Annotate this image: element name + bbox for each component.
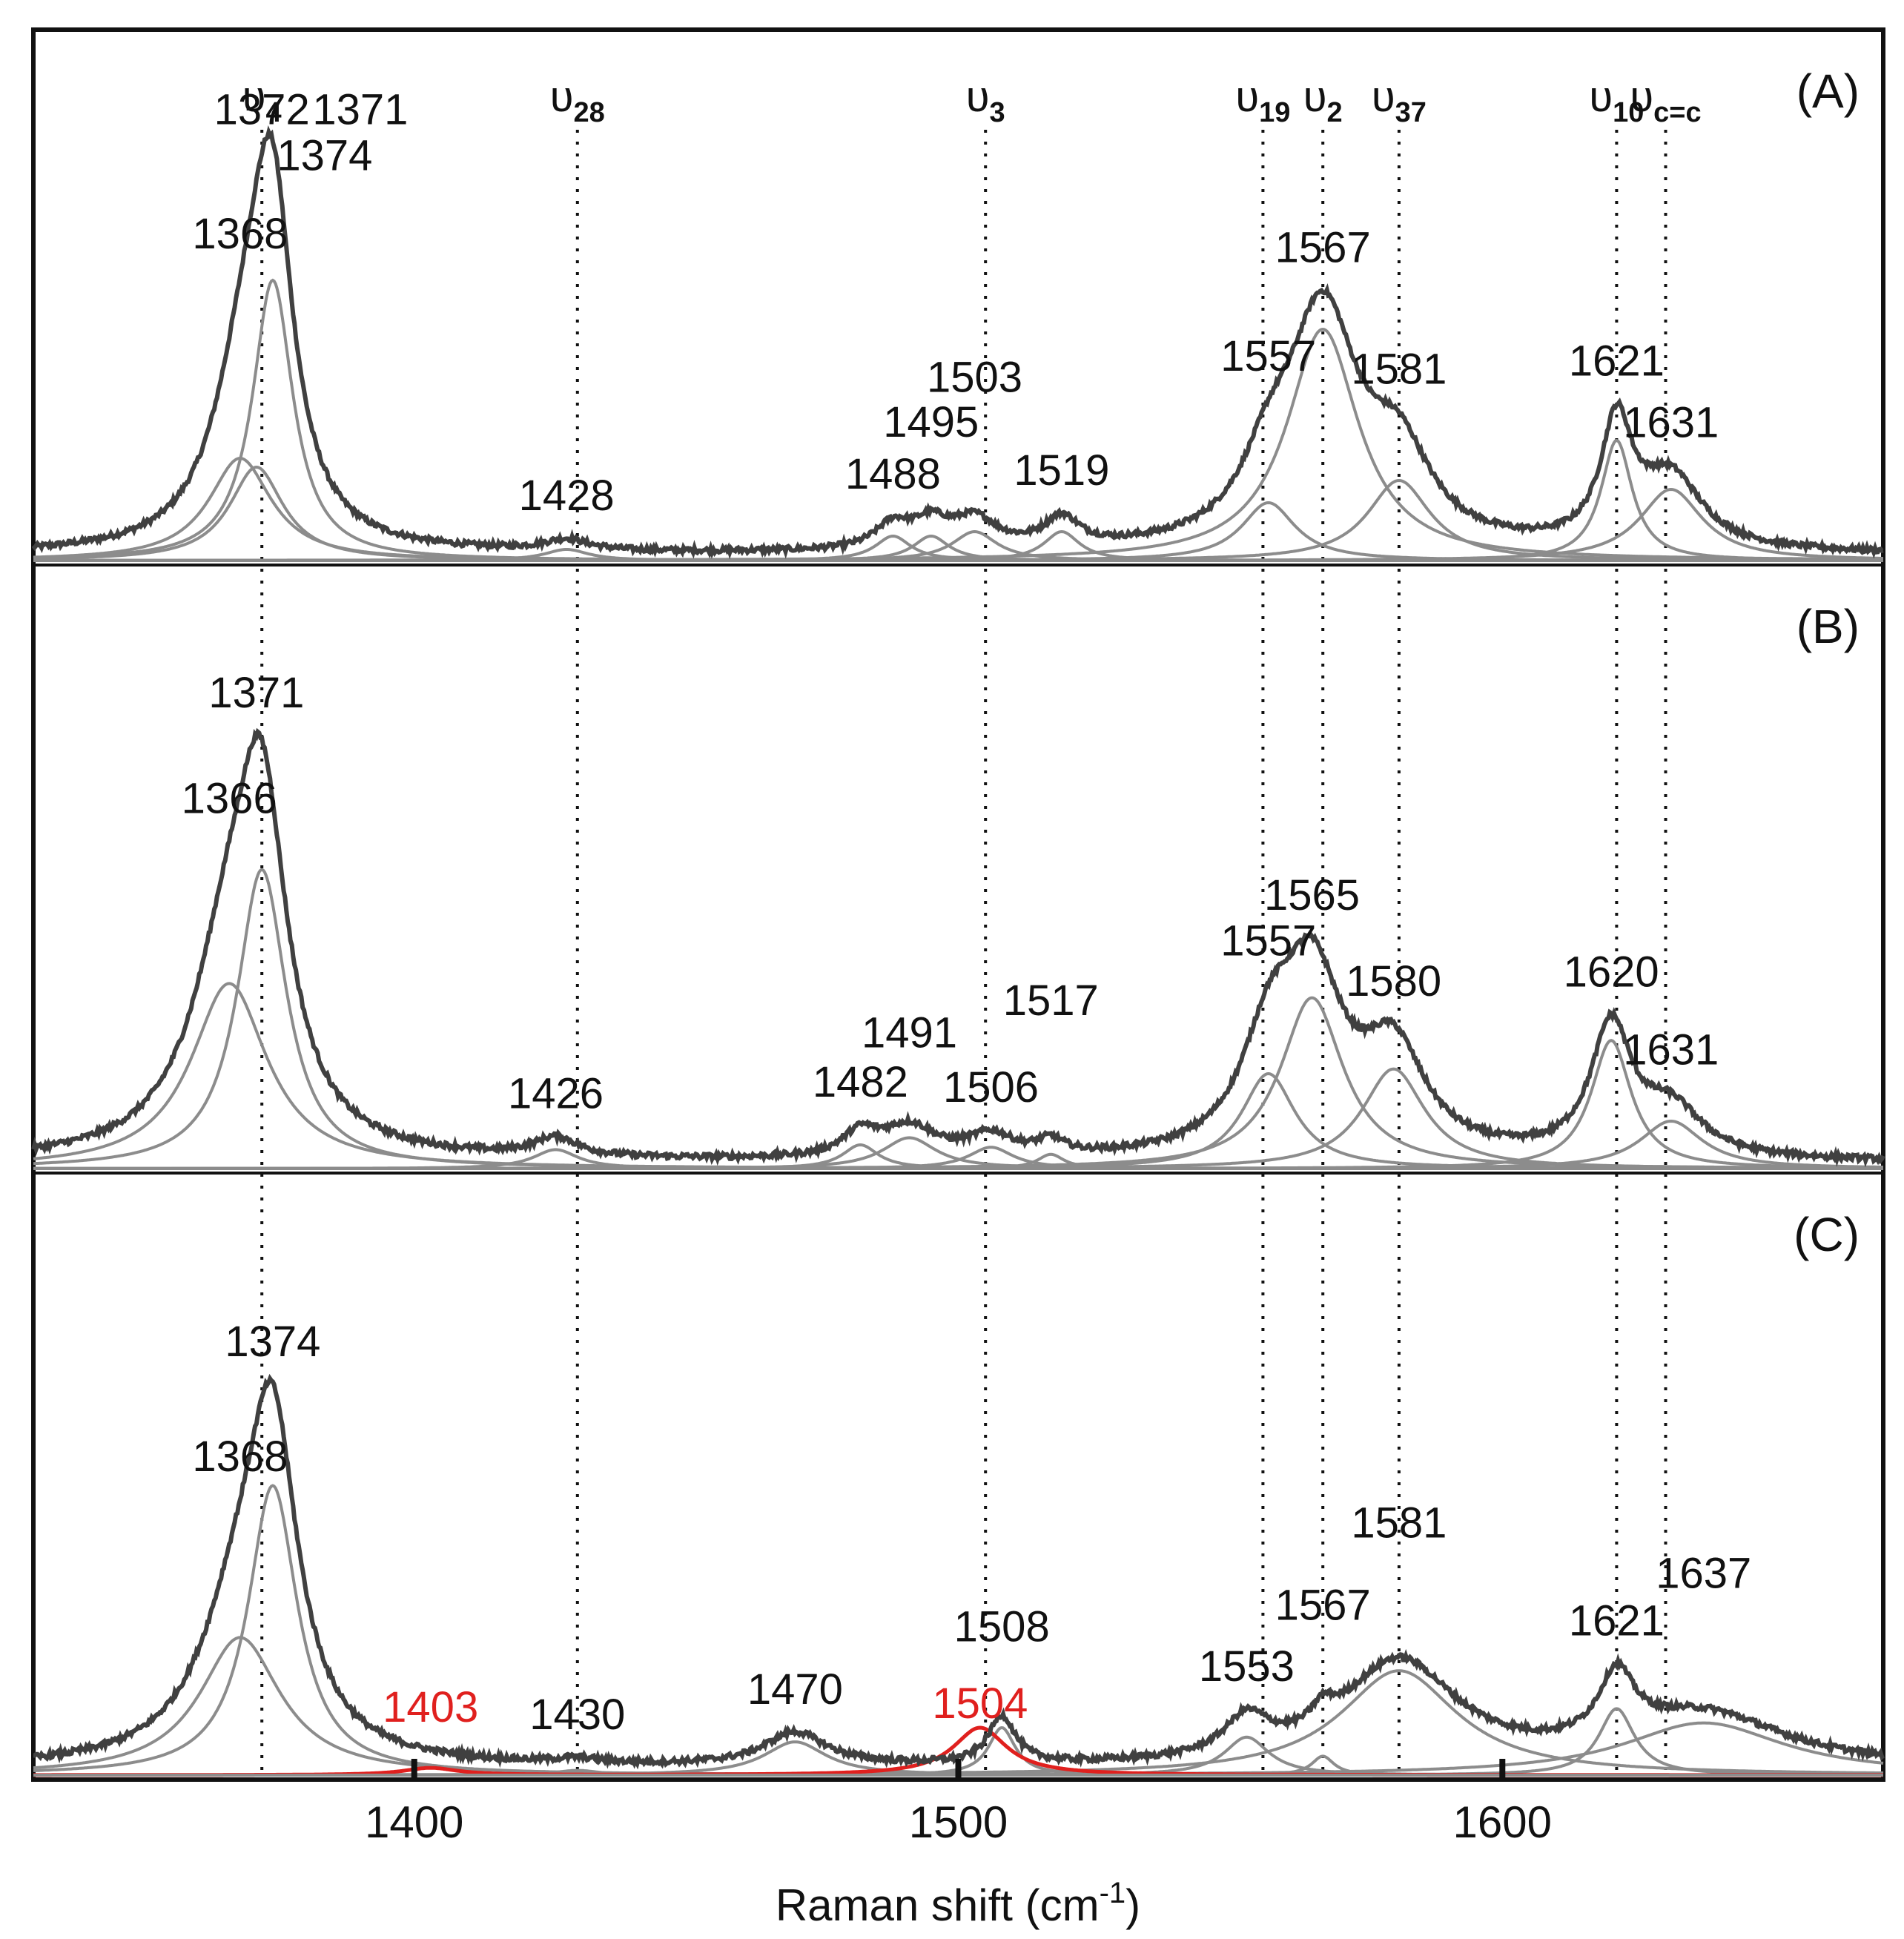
panel-label: (C)	[1794, 1208, 1860, 1261]
peak-label-1519: 1519	[1014, 446, 1109, 495]
mode-label-υ37: υ37	[1372, 73, 1427, 128]
peak-label-1567: 1567	[1275, 224, 1371, 272]
peak-label-1470: 1470	[747, 1665, 843, 1714]
x-tick-label-1600: 1600	[1453, 1797, 1552, 1847]
mode-label-υ2: υ2	[1303, 73, 1343, 128]
x-axis-title: Raman shift (cm-1)	[776, 1877, 1140, 1930]
peak-label-1503: 1503	[927, 354, 1022, 402]
x-tick-label-1500: 1500	[909, 1797, 1008, 1847]
peak-label-1517: 1517	[1003, 977, 1099, 1025]
peak-label-1621: 1621	[1569, 1597, 1665, 1645]
peak-label-1631: 1631	[1623, 399, 1719, 447]
mode-label-υ4: υ4	[242, 73, 282, 128]
panel-b: (B)	[31, 600, 1885, 1170]
peak-label-1368: 1368	[192, 210, 288, 258]
peak-label-1508: 1508	[954, 1603, 1050, 1651]
peak-label-1372: 1372	[214, 86, 310, 134]
peak-label-1488: 1488	[845, 450, 941, 498]
peak-label-1495: 1495	[883, 398, 979, 446]
panel-a: (A)	[31, 65, 1884, 562]
peak-label-1620: 1620	[1564, 948, 1659, 996]
mode-label-υ3: υ3	[966, 73, 1005, 128]
peak-label-1366: 1366	[182, 774, 277, 822]
peak-label-1621: 1621	[1569, 337, 1665, 385]
peak-label-1557: 1557	[1220, 917, 1316, 965]
mode-label-υ19: υ19	[1235, 73, 1290, 128]
peak-label-1374: 1374	[277, 132, 372, 180]
panel-label: (A)	[1796, 65, 1860, 118]
peak-label-1553: 1553	[1199, 1642, 1295, 1691]
spectra: (A) (B) (C)	[31, 65, 1885, 1777]
peak-label-1430: 1430	[529, 1691, 625, 1739]
component-peak-1631	[33, 1119, 1883, 1170]
peak-label-1371: 1371	[208, 669, 304, 717]
peak-label-1580: 1580	[1346, 957, 1441, 1005]
peak-label-1374: 1374	[225, 1318, 320, 1366]
peak-label-1631: 1631	[1623, 1026, 1719, 1074]
peak-label-1567: 1567	[1275, 1582, 1371, 1630]
x-axis: 1400 1500 1600	[365, 1759, 1552, 1847]
component-peak-1581	[33, 478, 1883, 562]
peak-label-1557: 1557	[1220, 332, 1316, 380]
observed-spectrum	[31, 727, 1885, 1168]
plot-frame	[31, 27, 1885, 1782]
mode-label-υ10: υ10	[1589, 73, 1644, 128]
peak-label-1482: 1482	[813, 1058, 908, 1106]
peak-label-1426: 1426	[508, 1069, 604, 1117]
peak-label-1581: 1581	[1351, 1499, 1447, 1547]
peak-label-1637: 1637	[1656, 1549, 1751, 1597]
panel-label: (B)	[1796, 600, 1860, 653]
peak-label-1403: 1403	[383, 1683, 478, 1731]
observed-spectrum	[33, 1373, 1885, 1770]
peak-label-1428: 1428	[519, 472, 615, 520]
observed-spectrum	[31, 125, 1884, 560]
peak-label-1581: 1581	[1351, 346, 1447, 394]
peak-label-1368: 1368	[192, 1433, 288, 1481]
x-tick-label-1400: 1400	[365, 1797, 463, 1847]
peak-label-1565: 1565	[1264, 871, 1360, 919]
peak-label-1491: 1491	[862, 1009, 957, 1057]
peak-label-1504: 1504	[932, 1679, 1028, 1728]
mode-label-υc=c: υc=c	[1630, 73, 1701, 128]
peak-label-1371: 1371	[312, 86, 408, 134]
peak-label-1506: 1506	[943, 1063, 1039, 1111]
mode-label-υ28: υ28	[550, 73, 605, 128]
